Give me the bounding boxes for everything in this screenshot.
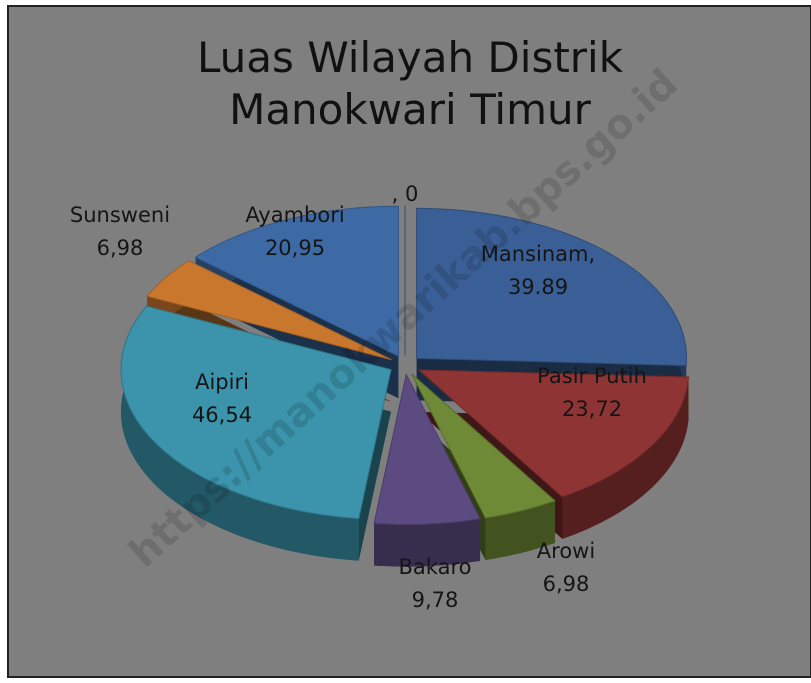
value-label: , 0 [392, 182, 419, 206]
slice-side [121, 306, 359, 561]
slice [373, 373, 481, 526]
value-label: 6,98 [543, 572, 590, 596]
value-label: 23,72 [562, 397, 622, 421]
slice [146, 260, 392, 361]
slice [416, 207, 688, 367]
chart-title: Luas Wilayah Distrik Manokwari Timur [196, 33, 624, 134]
slice-side [485, 500, 556, 561]
slice [417, 369, 690, 498]
value-label: 9,78 [412, 588, 459, 612]
value-label: 46,54 [192, 403, 252, 427]
category-label: Ayambori [245, 203, 344, 227]
category-label: Mansinam, [481, 242, 595, 266]
slice [194, 205, 399, 358]
slice-tops [120, 205, 690, 526]
category-label: Aipiri [195, 370, 249, 394]
category-label: Pasir Putih [537, 364, 647, 388]
category-label: Arowi [537, 539, 595, 563]
value-label: 39.89 [508, 275, 568, 299]
slice [120, 305, 392, 520]
slice-side [562, 377, 689, 539]
category-label: Sunsweni [70, 203, 170, 227]
slice [411, 373, 556, 519]
category-label: Bakaro [399, 555, 472, 579]
value-label: 20,95 [265, 236, 325, 260]
value-label: 6,98 [97, 236, 144, 260]
slice-side [374, 518, 481, 567]
